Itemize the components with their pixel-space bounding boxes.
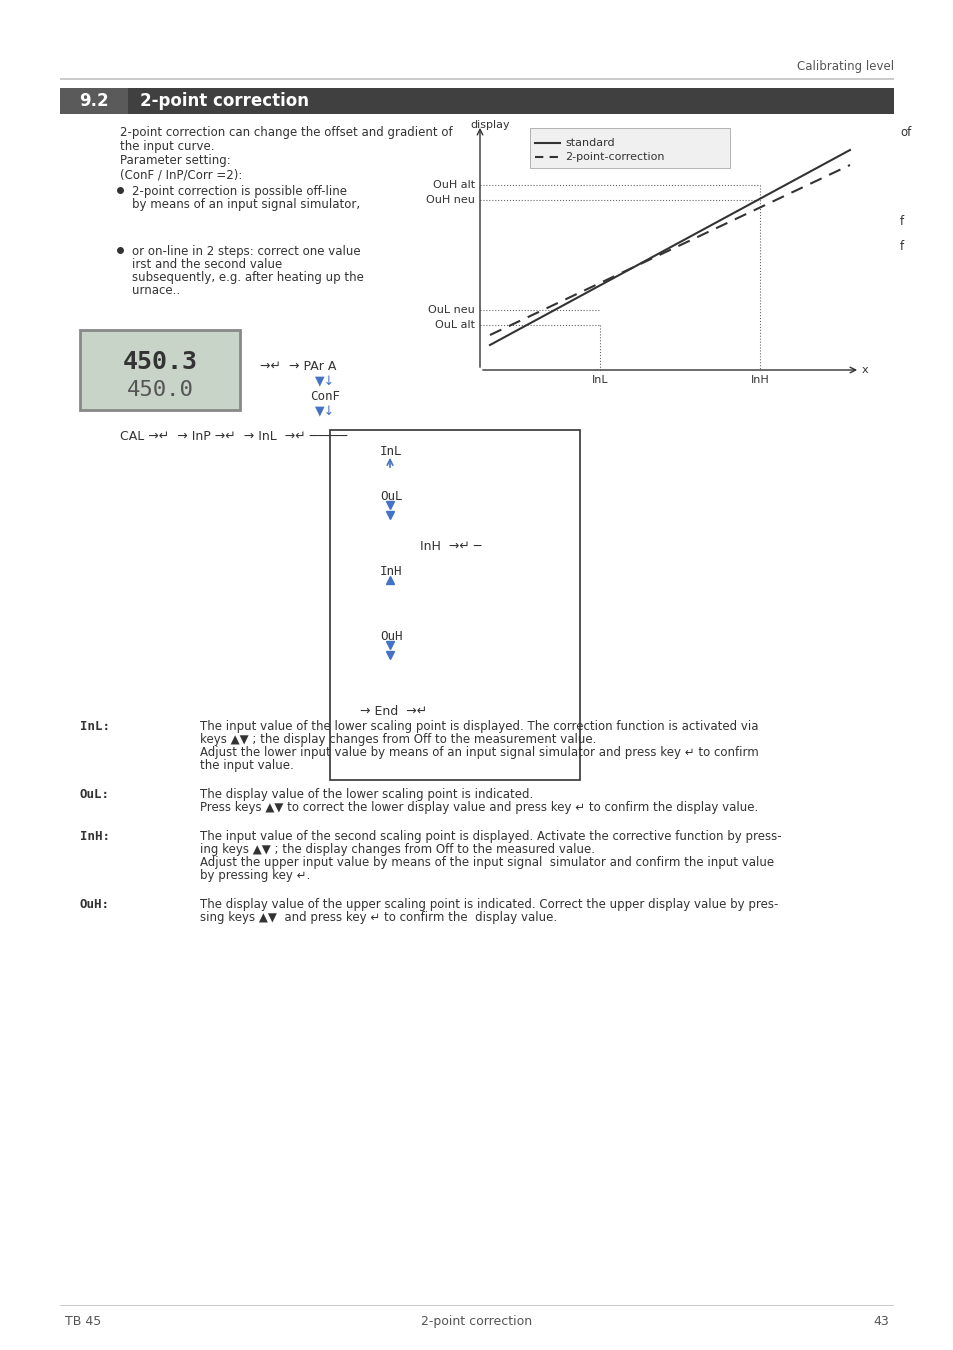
Text: →↵  → PAr A: →↵ → PAr A [260, 360, 336, 373]
Text: 2-point-correction: 2-point-correction [564, 153, 664, 162]
Text: the input curve.: the input curve. [120, 140, 214, 153]
Text: OuL neu: OuL neu [428, 305, 475, 315]
Text: x: x [862, 364, 868, 375]
Bar [80, 329, 240, 410]
Text: 450.0: 450.0 [127, 379, 193, 400]
Text: CAL →↵  → InP →↵  → InL  →↵ ─────: CAL →↵ → InP →↵ → InL →↵ ───── [120, 431, 347, 443]
Text: Adjust the lower input value by means of an input signal simulator and press key: Adjust the lower input value by means of… [200, 747, 758, 759]
Text: 2-point correction: 2-point correction [421, 1315, 532, 1328]
Text: The input value of the second scaling point is displayed. Activate the correctiv: The input value of the second scaling po… [200, 830, 781, 842]
Text: OuH: OuH [379, 630, 402, 643]
Text: f: f [899, 215, 903, 228]
Text: InL: InL [379, 446, 402, 458]
Text: Calibrating level: Calibrating level [796, 59, 893, 73]
Bar [60, 88, 128, 113]
Text: InL:: InL: [80, 720, 110, 733]
Text: Press keys ▲▼ to correct the lower display value and press key ↵ to confirm the : Press keys ▲▼ to correct the lower displ… [200, 801, 758, 814]
Text: OuH:: OuH: [80, 898, 110, 911]
Text: OuL: OuL [379, 490, 402, 504]
Text: display: display [470, 120, 509, 130]
Text: 2-point correction: 2-point correction [140, 92, 309, 109]
Bar [330, 431, 579, 780]
Text: TB 45: TB 45 [65, 1315, 101, 1328]
Text: → End  →↵: → End →↵ [359, 705, 427, 718]
Text: by means of an input signal simulator,: by means of an input signal simulator, [132, 198, 359, 211]
Bar [530, 128, 729, 167]
Text: The input value of the lower scaling point is displayed. The correction function: The input value of the lower scaling poi… [200, 720, 758, 733]
Text: of: of [899, 126, 910, 139]
Text: ▼↓: ▼↓ [314, 405, 335, 418]
Text: urnace..: urnace.. [132, 284, 180, 297]
Text: 9.2: 9.2 [79, 92, 109, 109]
Text: The display value of the upper scaling point is indicated. Correct the upper dis: The display value of the upper scaling p… [200, 898, 778, 911]
Bar [530, 128, 729, 167]
Text: 450.3: 450.3 [122, 350, 197, 374]
Text: ▼↓: ▼↓ [314, 375, 335, 387]
Text: InH:: InH: [80, 830, 110, 842]
Text: OuL:: OuL: [80, 788, 110, 801]
Text: keys ▲▼ ; the display changes from Off to the measurement value.: keys ▲▼ ; the display changes from Off t… [200, 733, 596, 747]
Text: ing keys ▲▼ ; the display changes from Off to the measured value.: ing keys ▲▼ ; the display changes from O… [200, 842, 595, 856]
Text: Parameter setting:: Parameter setting: [120, 154, 231, 167]
Text: the input value.: the input value. [200, 759, 294, 772]
Text: OuL alt: OuL alt [435, 320, 475, 329]
Text: OuH neu: OuH neu [426, 194, 475, 205]
Text: (ConF / InP/Corr =2):: (ConF / InP/Corr =2): [120, 167, 242, 181]
Text: InH: InH [379, 566, 402, 578]
Text: InH: InH [750, 375, 768, 385]
Text: subsequently, e.g. after heating up the: subsequently, e.g. after heating up the [132, 271, 363, 284]
Text: 43: 43 [872, 1315, 888, 1328]
Text: The display value of the lower scaling point is indicated.: The display value of the lower scaling p… [200, 788, 533, 801]
Text: InH  →↵ ─: InH →↵ ─ [419, 540, 481, 553]
Bar [60, 78, 893, 80]
Text: standard: standard [564, 138, 614, 148]
Text: sing keys ▲▼  and press key ↵ to confirm the  display value.: sing keys ▲▼ and press key ↵ to confirm … [200, 911, 557, 923]
Text: by pressing key ↵.: by pressing key ↵. [200, 869, 310, 882]
Text: OuH alt: OuH alt [433, 180, 475, 190]
Text: 2-point correction can change the offset and gradient of: 2-point correction can change the offset… [120, 126, 452, 139]
Text: 2-point correction is possible off-line: 2-point correction is possible off-line [132, 185, 347, 198]
Text: ConF: ConF [310, 390, 339, 404]
Text: InL: InL [591, 375, 608, 385]
Bar [60, 88, 893, 113]
Bar [80, 329, 240, 410]
Text: or on-line in 2 steps: correct one value: or on-line in 2 steps: correct one value [132, 244, 360, 258]
Text: Adjust the upper input value by means of the input signal  simulator and confirm: Adjust the upper input value by means of… [200, 856, 773, 869]
Text: f: f [899, 240, 903, 252]
Text: irst and the second value: irst and the second value [132, 258, 282, 271]
